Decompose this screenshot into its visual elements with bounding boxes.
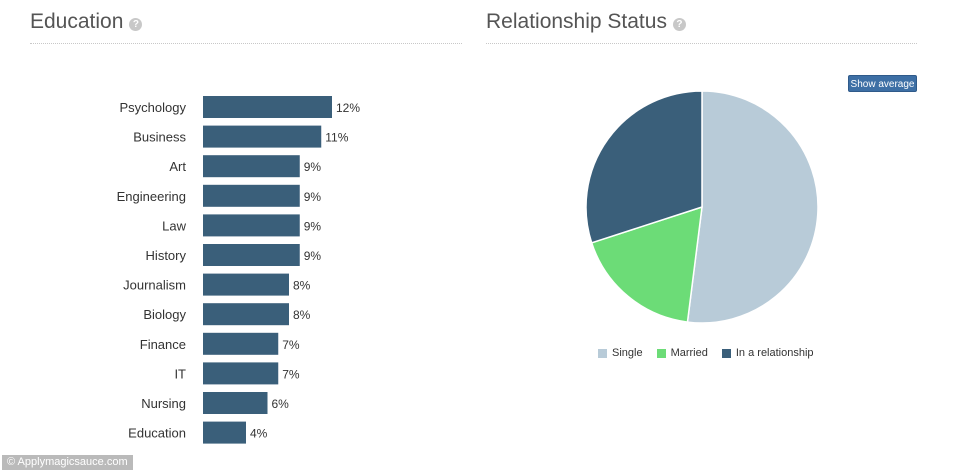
bar[interactable]: [203, 273, 289, 296]
bar-category-label: Psychology: [120, 100, 187, 115]
bar-category-label: History: [146, 248, 187, 263]
bar[interactable]: [203, 96, 332, 118]
relationship-divider: [486, 43, 917, 44]
bar-value-label: 7%: [282, 367, 300, 381]
show-average-button[interactable]: Show average: [848, 75, 917, 92]
bar[interactable]: [203, 244, 300, 266]
pie-slice[interactable]: [585, 90, 703, 244]
bar-value-label: 11%: [325, 131, 348, 145]
legend-label: Single: [612, 347, 643, 359]
bar-category-label: Engineering: [117, 189, 186, 204]
help-icon[interactable]: ?: [672, 17, 686, 31]
education-title-text: Education: [30, 10, 124, 33]
pie-legend: Single Married In a relationship: [598, 347, 814, 359]
bar-category-label: Nursing: [141, 396, 186, 411]
bar[interactable]: [203, 392, 268, 414]
relationship-title: Relationship Status ?: [486, 10, 686, 34]
bar-value-label: 7%: [282, 338, 300, 352]
pie-slice[interactable]: [590, 205, 703, 323]
legend-swatch: [598, 348, 607, 358]
bar[interactable]: [203, 214, 300, 237]
bar-value-label: 4%: [250, 427, 268, 441]
legend-swatch: [656, 348, 666, 358]
legend-item[interactable]: Single: [598, 347, 643, 359]
bar[interactable]: [203, 303, 289, 326]
education-title: Education ?: [30, 10, 143, 34]
bar-category-label: Biology: [143, 307, 186, 322]
bar-value-label: 9%: [304, 219, 322, 233]
legend-label: Married: [670, 347, 708, 359]
bar-category-label: Journalism: [123, 278, 186, 293]
watermark: © Applymagicsauce.com: [2, 455, 133, 470]
bar[interactable]: [203, 332, 279, 355]
bar-value-label: 8%: [293, 279, 311, 293]
legend-item[interactable]: In a relationship: [721, 347, 814, 359]
bar-value-label: 12%: [336, 101, 360, 115]
legend-item[interactable]: Married: [656, 347, 708, 359]
pie-slice[interactable]: [686, 90, 819, 324]
bar-value-label: 9%: [304, 249, 322, 263]
bar[interactable]: [203, 125, 322, 148]
bar-value-label: 9%: [304, 160, 322, 174]
bar-category-label: Finance: [140, 337, 186, 352]
education-divider: [30, 43, 462, 44]
bar-category-label: Art: [169, 159, 186, 174]
legend-swatch: [721, 348, 731, 358]
legend-label: In a relationship: [735, 347, 814, 359]
bar[interactable]: [203, 184, 300, 207]
bar-value-label: 6%: [272, 397, 290, 411]
bar-category-label: IT: [174, 366, 186, 381]
relationship-pie-chart: [585, 90, 819, 324]
education-bar-chart: Psychology 12% Business 11% Art 9% Engineering…: [117, 96, 360, 444]
bar[interactable]: [203, 155, 300, 178]
bar-category-label: Business: [133, 130, 186, 145]
bar-category-label: Law: [162, 218, 186, 233]
help-icon[interactable]: ?: [129, 17, 143, 31]
bar[interactable]: [203, 362, 279, 385]
relationship-title-text: Relationship Status: [486, 10, 667, 33]
bar-category-label: Education: [128, 426, 186, 441]
bar-value-label: 8%: [293, 308, 311, 322]
bar[interactable]: [203, 421, 246, 444]
bar-value-label: 9%: [304, 190, 322, 204]
